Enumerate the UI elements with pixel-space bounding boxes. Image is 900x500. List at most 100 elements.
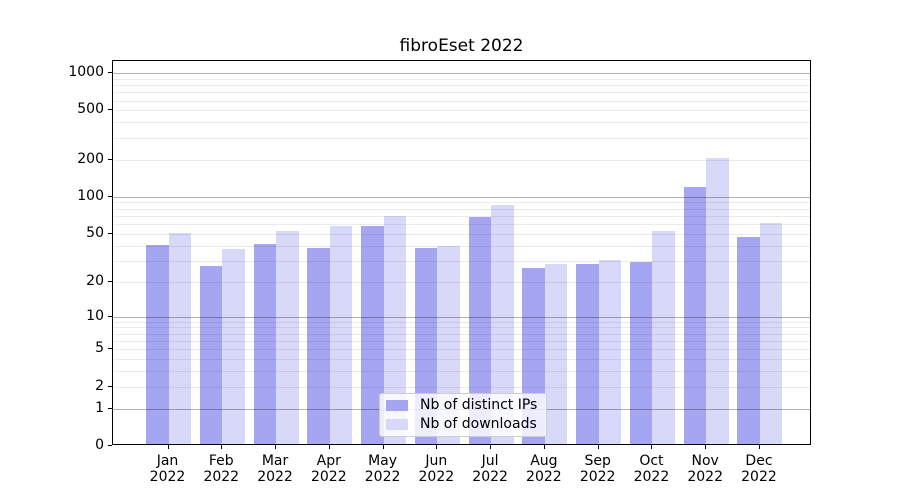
bar-distinct-ips [576,264,599,444]
gridline-major [113,73,810,75]
y-tick-label: 20 [86,272,104,289]
y-tick-label: 2 [95,377,104,394]
bar-downloads [491,204,514,444]
x-tick-label: Apr 2022 [301,453,357,485]
y-tick-mark [108,407,112,409]
bar-distinct-ips [253,243,277,444]
x-tick-mark [328,445,330,449]
legend-entry-downloads: Nb of downloads [386,416,538,433]
x-tick-mark [436,445,438,449]
bar-distinct-ips [683,186,707,444]
gridline-minor [113,159,810,161]
x-tick-year: 2022 [310,469,347,485]
chart-title: fibroEset 2022 [399,36,524,56]
gridline-minor [113,371,810,373]
bar-distinct-ips [737,237,760,444]
gridline-minor [113,92,810,94]
gridline-minor [113,224,810,226]
y-tick-mark [108,72,112,74]
y-tick-label: 10 [86,307,104,324]
legend-swatch-downloads [386,418,408,430]
x-tick-year: 2022 [741,469,777,485]
bar-downloads [383,216,407,444]
plot-area [112,60,811,445]
x-tick-label: Mar 2022 [247,453,303,485]
x-tick-year: 2022 [257,469,293,485]
y-tick-mark [108,232,112,234]
bar-downloads [544,264,568,444]
legend-entry-distinct-ips: Nb of distinct IPs [386,397,538,414]
gridline-minor [113,233,810,235]
x-tick-month: Apr [316,453,341,469]
bar-downloads [168,232,191,444]
y-tick-mark [108,280,112,282]
y-tick-label: 1 [95,399,104,416]
x-tick-year: 2022 [418,469,455,485]
legend-label-downloads: Nb of downloads [420,415,537,432]
y-tick-mark [108,348,112,350]
bar-distinct-ips [468,217,492,444]
gridline-minor [113,359,810,361]
x-tick-mark [705,445,707,449]
x-tick-year: 2022 [687,469,723,485]
x-tick-mark [597,445,599,449]
y-tick-label: 0 [95,437,104,453]
bar-downloads [706,157,729,444]
gridline-minor [113,327,810,329]
gridline-minor [113,208,810,210]
x-tick-month: Jan [156,453,179,469]
bar-downloads [276,230,299,444]
bar-downloads [652,230,675,444]
x-tick-label: Oct 2022 [623,453,679,485]
gridline-major [113,316,810,318]
legend-swatch-distinct-ips [386,400,408,412]
x-tick-label: Sep 2022 [570,453,626,485]
x-tick-mark [167,445,169,449]
bar-distinct-ips [629,262,653,444]
x-tick-year: 2022 [364,469,401,485]
bar-downloads [329,225,353,444]
y-tick-label: 5 [95,340,104,357]
x-tick-year: 2022 [579,469,616,485]
x-tick-mark [275,445,277,449]
y-tick-mark [108,445,112,446]
x-tick-year: 2022 [472,469,508,485]
gridline-minor [113,110,810,112]
bar-distinct-ips [307,247,330,444]
gridline-minor [113,122,810,124]
gridline-minor [113,321,810,323]
x-tick-mark [382,445,384,449]
x-tick-mark [490,445,492,449]
x-tick-label: Jul 2022 [462,453,518,485]
y-tick-mark [108,385,112,387]
y-tick-label: 100 [77,187,104,204]
legend-box: Nb of distinct IPs Nb of downloads [379,393,547,437]
gridline-minor [113,340,810,342]
x-tick-month: Nov [691,453,719,469]
x-tick-month: Dec [745,453,773,469]
x-tick-month: Aug [530,453,558,469]
x-tick-month: Jun [425,453,448,469]
bar-distinct-ips [146,244,169,444]
bar-downloads [222,249,245,444]
legend-label-distinct-ips: Nb of distinct IPs [420,397,538,414]
gridline-minor [113,215,810,217]
gridline-minor [113,333,810,335]
gridline-minor [113,202,810,204]
gridline-minor [113,260,810,262]
y-tick-label: 1000 [68,64,104,81]
x-tick-mark [221,445,223,449]
gridline-minor [113,245,810,247]
gridline-minor [113,386,810,388]
x-tick-month: May [368,453,398,469]
bar-downloads [598,260,622,444]
x-tick-mark [543,445,545,449]
y-tick-mark [108,109,112,111]
gridline-minor [113,137,810,139]
x-tick-label: Dec 2022 [731,453,787,485]
x-tick-month: Oct [639,453,664,469]
x-tick-month: Mar [261,453,289,469]
x-tick-year: 2022 [633,469,670,485]
x-tick-label: Nov 2022 [677,453,733,485]
